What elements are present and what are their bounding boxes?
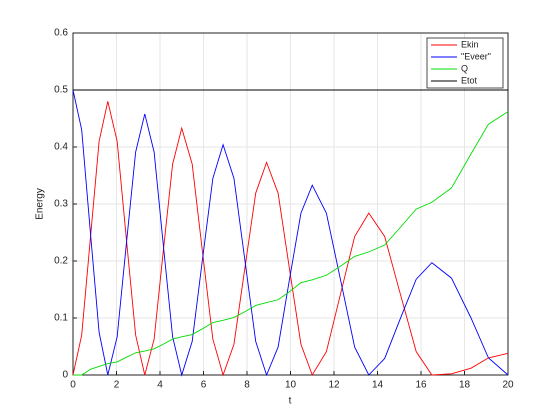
y-axis-label: Energy [35, 188, 46, 220]
x-tick-label: 8 [244, 380, 250, 391]
x-tick-label: 18 [459, 380, 471, 391]
y-tick-label: 0.6 [54, 28, 68, 39]
x-axis-label: t [289, 396, 292, 407]
x-tick-label: 16 [415, 380, 427, 391]
series-line [72, 101, 509, 377]
y-tick-label: 0.3 [54, 199, 68, 210]
x-tick-label: 20 [502, 380, 514, 391]
legend-label: Q [461, 63, 468, 73]
legend-label: "Eveer" [461, 51, 491, 61]
y-tick-label: 0.4 [54, 142, 68, 153]
x-tick-label: 6 [201, 380, 207, 391]
y-tick-label: 0.5 [54, 85, 68, 96]
y-tick-label: 0 [62, 370, 68, 381]
y-tick-label: 0.1 [54, 313, 68, 324]
x-tick-label: 10 [285, 380, 297, 391]
legend-label: Etot [461, 75, 478, 85]
x-tick-label: 4 [157, 380, 163, 391]
x-tick-label: 14 [372, 380, 384, 391]
plot-frame [72, 32, 509, 376]
legend-label: Ekin [461, 39, 479, 49]
series-line [73, 111, 509, 376]
x-tick-label: 12 [328, 380, 340, 391]
legend-box [426, 37, 504, 89]
y-tick-label: 0.2 [54, 256, 68, 267]
x-tick-label: 0 [70, 380, 76, 391]
x-tick-label: 2 [114, 380, 120, 391]
series-line [72, 89, 509, 377]
